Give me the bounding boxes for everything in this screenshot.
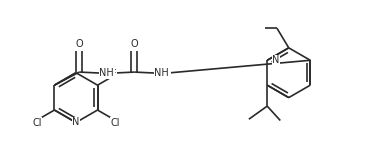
Text: NH: NH: [99, 68, 114, 78]
Text: NH: NH: [155, 68, 169, 78]
Text: Cl: Cl: [110, 118, 120, 128]
Text: O: O: [131, 39, 138, 49]
Text: F: F: [111, 69, 117, 79]
Text: N: N: [72, 117, 79, 128]
Text: N: N: [272, 55, 280, 65]
Text: O: O: [75, 39, 83, 49]
Text: Cl: Cl: [32, 118, 42, 128]
